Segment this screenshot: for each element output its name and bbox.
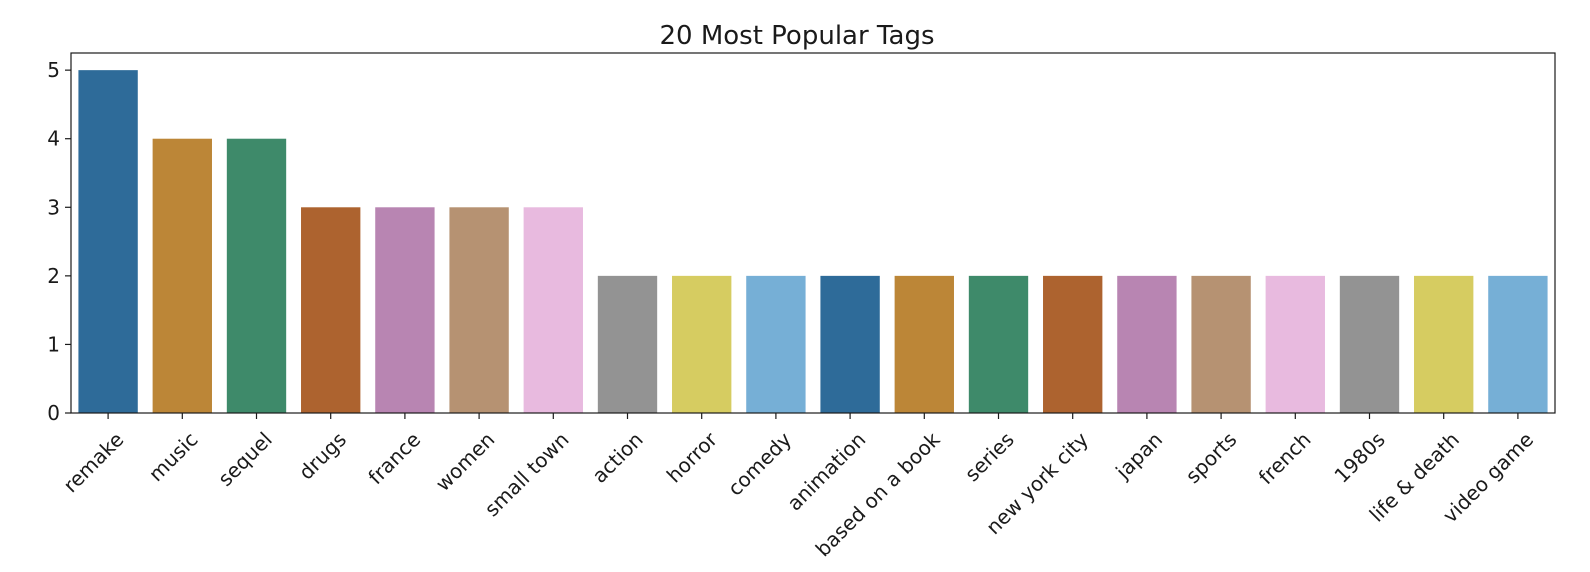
- x-tick-label-12: series: [960, 427, 1019, 486]
- x-tick-label-3: drugs: [294, 427, 351, 484]
- bar-12: [968, 275, 1029, 413]
- x-tick-label-7: action: [587, 427, 648, 488]
- x-tick-label-5: women: [431, 427, 500, 496]
- bar-8: [672, 275, 732, 413]
- y-tick-label-0: 0: [47, 401, 60, 425]
- x-tick-label-15: sports: [1181, 427, 1242, 488]
- bar-2: [226, 138, 287, 413]
- y-axis: 0 1 2 3 4 5: [47, 58, 71, 425]
- bar-18: [1414, 275, 1474, 413]
- x-tick-label-16: french: [1254, 427, 1316, 489]
- x-tick-label-14: japan: [1110, 427, 1167, 484]
- y-tick-label-2: 2: [47, 264, 60, 288]
- x-tick-label-1: music: [144, 427, 203, 486]
- bar-16: [1265, 275, 1325, 413]
- bar-0: [78, 70, 138, 413]
- bar-3: [301, 207, 361, 413]
- bar-9: [746, 275, 806, 413]
- chart-title: 20 Most Popular Tags: [659, 21, 934, 51]
- y-tick-label-5: 5: [47, 58, 60, 82]
- y-tick-label-3: 3: [47, 195, 60, 219]
- bar-5: [449, 207, 509, 413]
- y-tick-label-4: 4: [47, 127, 60, 151]
- bar-4: [375, 207, 435, 413]
- x-tick-label-0: remake: [58, 427, 128, 497]
- bar-17: [1339, 275, 1400, 413]
- x-tick-label-2: sequel: [213, 427, 277, 491]
- plot-frame: [70, 52, 1556, 414]
- bars-group: [78, 70, 1548, 413]
- bar-1: [152, 138, 212, 413]
- x-tick-label-9: comedy: [723, 427, 796, 500]
- y-tick-label-1: 1: [47, 332, 60, 356]
- x-tick-label-11: based on a book: [811, 427, 945, 561]
- bar-13: [1043, 275, 1103, 413]
- bar-14: [1117, 275, 1177, 413]
- bar-7: [597, 275, 658, 413]
- bar-15: [1191, 275, 1251, 413]
- x-tick-label-8: horror: [662, 427, 723, 488]
- bar-10: [820, 275, 880, 413]
- bar-11: [894, 275, 954, 413]
- bar-19: [1488, 275, 1548, 413]
- x-tick-label-17: 1980s: [1329, 427, 1389, 487]
- x-tick-label-4: france: [363, 427, 425, 489]
- bar-6: [523, 207, 583, 413]
